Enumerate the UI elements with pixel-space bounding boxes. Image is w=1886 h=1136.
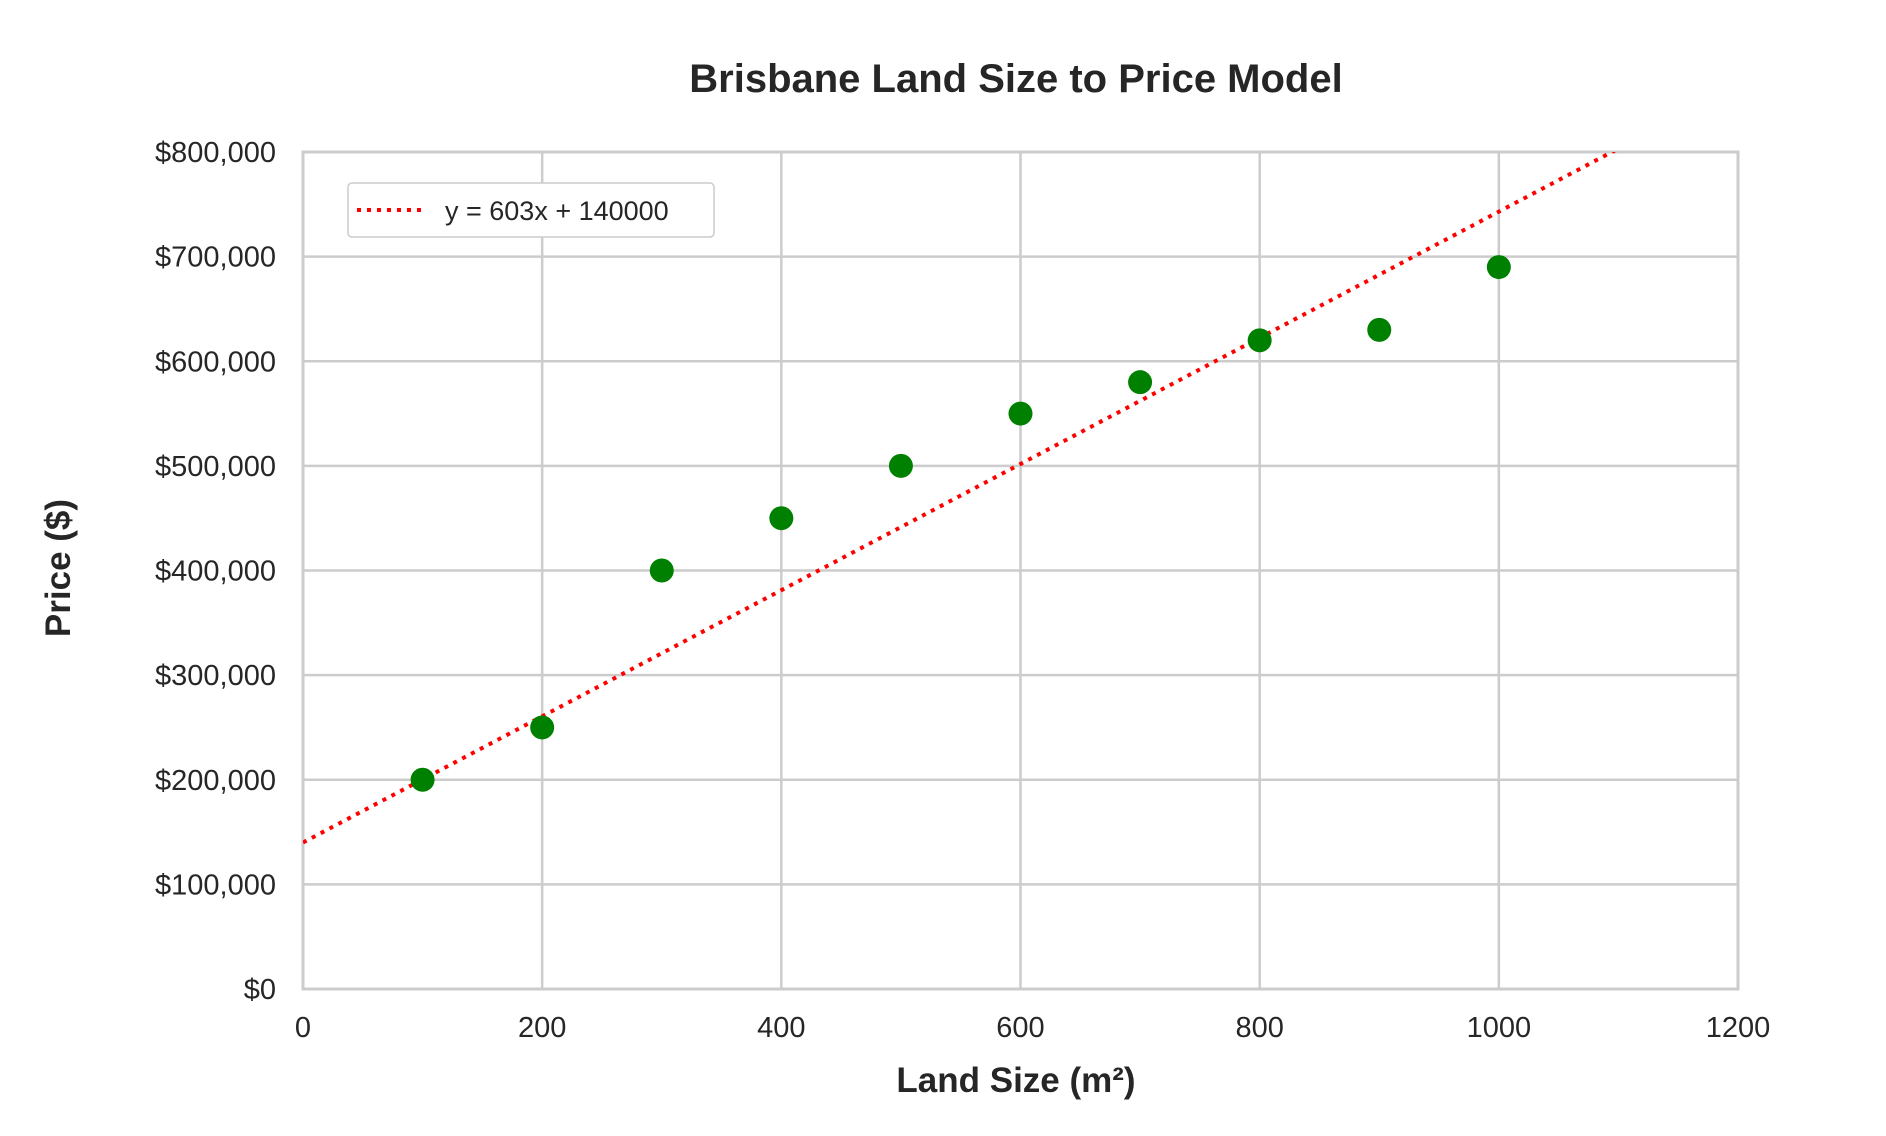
data-point: [769, 506, 794, 531]
x-axis-label: Land Size (m²): [896, 1061, 1135, 1100]
y-tick-label: $300,000: [155, 660, 276, 692]
data-point: [649, 558, 674, 583]
plot-frame: [301, 150, 1740, 991]
data-point: [1008, 401, 1033, 426]
plot-area: 0 200 400 600 800 1000 1200 $0 $100,000 $200,000 $…: [155, 137, 1771, 1044]
x-tick-label: 1000: [1467, 1012, 1532, 1044]
y-tick-label: $600,000: [155, 346, 276, 378]
y-tick-label: $400,000: [155, 556, 276, 588]
legend-label: y = 603x + 140000: [445, 196, 669, 226]
y-tick-label: $700,000: [155, 242, 276, 274]
x-tick-label: 800: [1235, 1012, 1283, 1044]
y-tick-label: $200,000: [155, 765, 276, 797]
y-tick-label: $800,000: [155, 137, 276, 169]
data-point: [1486, 255, 1511, 280]
data-point: [1367, 317, 1392, 342]
x-tick-label: 0: [295, 1012, 311, 1044]
data-point: [410, 767, 435, 792]
y-axis-label: Price ($): [39, 499, 78, 637]
data-point: [530, 715, 555, 740]
x-tick-label: 1200: [1706, 1012, 1771, 1044]
data-point: [1247, 328, 1272, 353]
x-tick-label: 200: [518, 1012, 566, 1044]
x-tick-label: 400: [757, 1012, 805, 1044]
data-point: [1128, 370, 1153, 395]
y-tick-label: $500,000: [155, 451, 276, 483]
data-point: [888, 453, 913, 478]
x-tick-label: 600: [996, 1012, 1044, 1044]
chart-title: Brisbane Land Size to Price Model: [689, 57, 1342, 101]
y-tick-label: $100,000: [155, 869, 276, 901]
y-tick-label: $0: [244, 974, 276, 1006]
legend-box: [347, 182, 715, 238]
legend: y = 603x + 140000: [347, 182, 715, 238]
